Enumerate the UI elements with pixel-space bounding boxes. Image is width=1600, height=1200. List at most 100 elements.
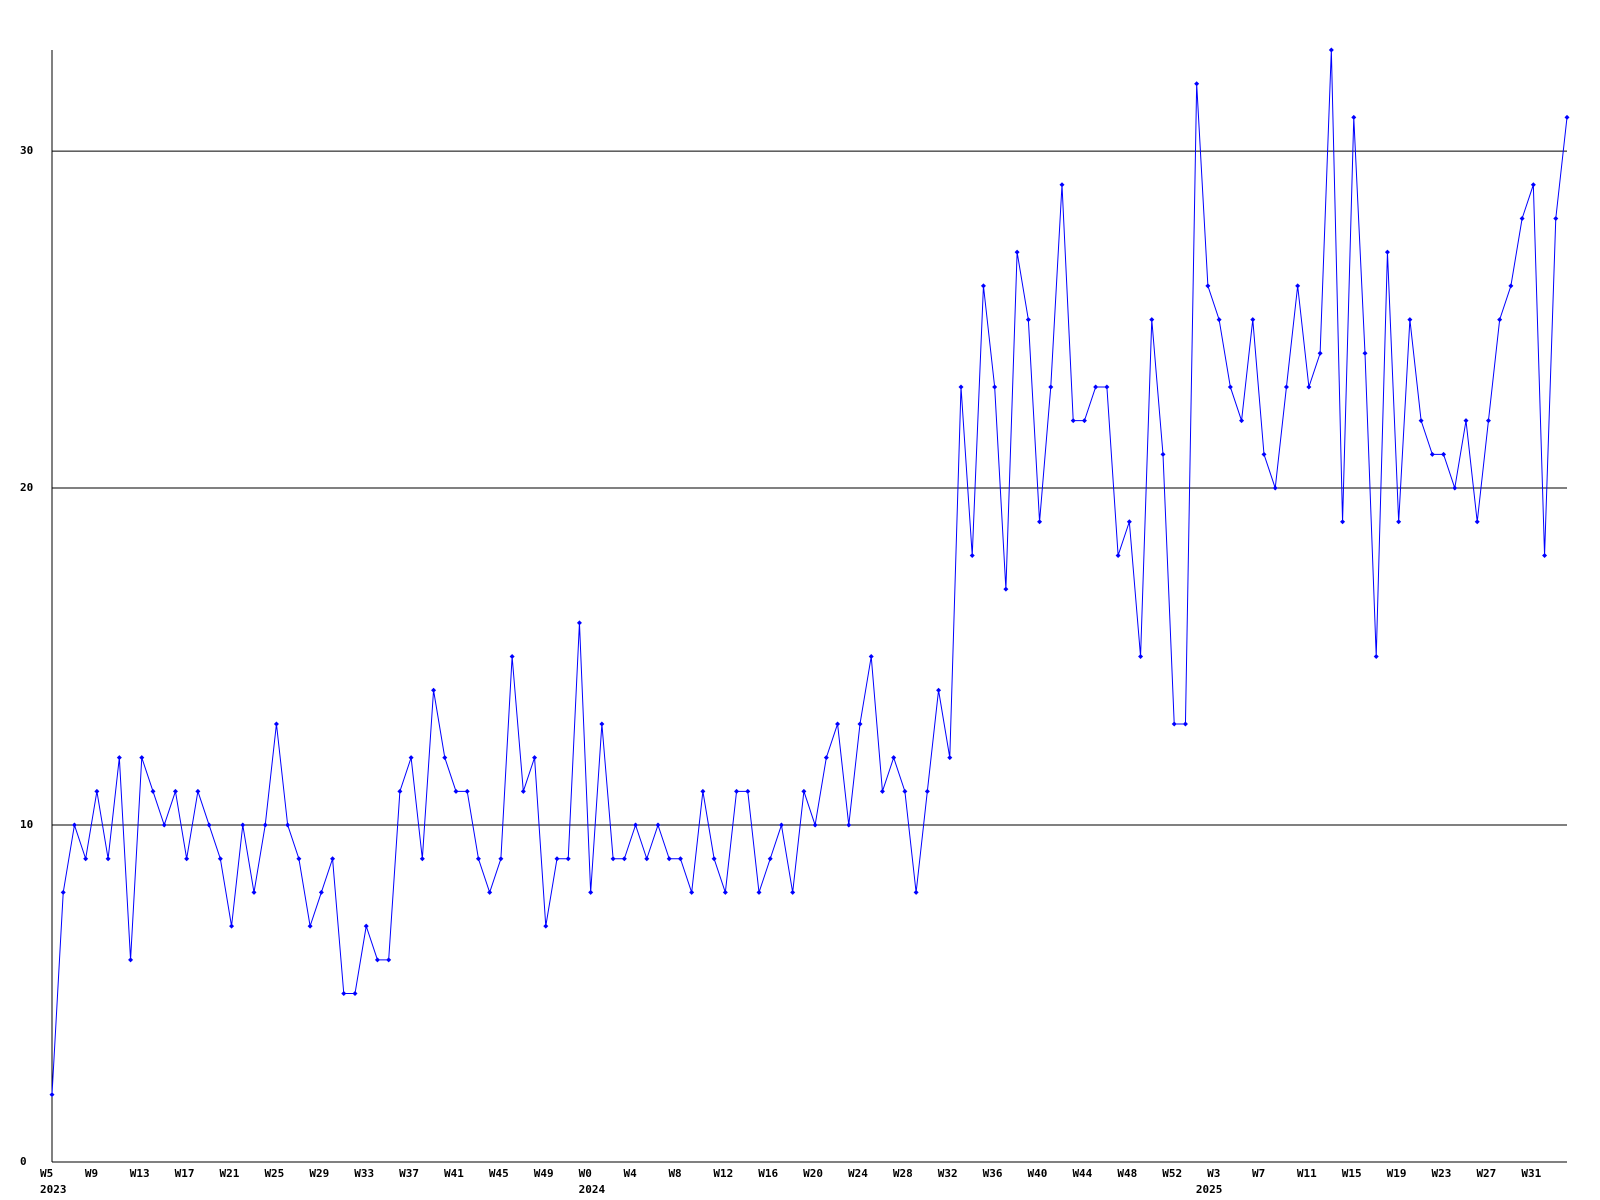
point bbox=[846, 822, 852, 828]
point bbox=[1014, 249, 1020, 255]
point bbox=[812, 822, 818, 828]
point bbox=[1373, 654, 1379, 660]
point bbox=[532, 755, 538, 761]
point bbox=[1429, 451, 1435, 457]
x-tick-label: W27 bbox=[1476, 1167, 1496, 1180]
y-tick-label: 30 bbox=[20, 144, 33, 157]
point bbox=[835, 721, 841, 727]
x-tick-label: W9 bbox=[85, 1167, 98, 1180]
point bbox=[1407, 317, 1413, 323]
x-tick-label: W15 bbox=[1342, 1167, 1362, 1180]
x-tick-label: W41 bbox=[444, 1167, 464, 1180]
x-tick-label: W23 bbox=[1432, 1167, 1452, 1180]
point bbox=[105, 856, 111, 862]
point bbox=[509, 654, 515, 660]
point bbox=[1048, 384, 1054, 390]
point bbox=[1059, 182, 1065, 188]
x-tick-label: W4 bbox=[624, 1167, 638, 1180]
point bbox=[1542, 552, 1548, 558]
x-tick-label: W29 bbox=[309, 1167, 329, 1180]
point bbox=[1474, 519, 1480, 525]
point bbox=[487, 889, 493, 895]
point bbox=[1328, 47, 1334, 53]
point bbox=[386, 957, 392, 963]
point bbox=[1216, 317, 1222, 323]
point bbox=[1250, 317, 1256, 323]
x-tick-label: W37 bbox=[399, 1167, 419, 1180]
point bbox=[947, 755, 953, 761]
point bbox=[1452, 485, 1458, 491]
x-tick-label: W48 bbox=[1117, 1167, 1137, 1180]
point bbox=[588, 889, 594, 895]
point bbox=[599, 721, 605, 727]
point bbox=[217, 856, 223, 862]
point bbox=[633, 822, 639, 828]
point bbox=[1081, 418, 1087, 424]
point bbox=[1553, 215, 1559, 221]
x-group-label: 2023 bbox=[40, 1183, 67, 1196]
point bbox=[397, 788, 403, 794]
point bbox=[891, 755, 897, 761]
point bbox=[1530, 182, 1536, 188]
point bbox=[1003, 586, 1009, 592]
point bbox=[172, 788, 178, 794]
point bbox=[94, 788, 100, 794]
point bbox=[374, 957, 380, 963]
point bbox=[711, 856, 717, 862]
point bbox=[924, 788, 930, 794]
point bbox=[475, 856, 481, 862]
point bbox=[1519, 215, 1525, 221]
x-tick-label: W21 bbox=[220, 1167, 240, 1180]
point bbox=[330, 856, 336, 862]
x-tick-label: W52 bbox=[1162, 1167, 1182, 1180]
point bbox=[1362, 350, 1368, 356]
point bbox=[341, 991, 347, 997]
point bbox=[83, 856, 89, 862]
point bbox=[666, 856, 672, 862]
point bbox=[857, 721, 863, 727]
point bbox=[610, 856, 616, 862]
point bbox=[700, 788, 706, 794]
point bbox=[206, 822, 212, 828]
point bbox=[778, 822, 784, 828]
point bbox=[1194, 81, 1200, 87]
point bbox=[419, 856, 425, 862]
point bbox=[520, 788, 526, 794]
point bbox=[229, 923, 235, 929]
point bbox=[969, 552, 975, 558]
line bbox=[51, 49, 1568, 1095]
point bbox=[767, 856, 773, 862]
point bbox=[1182, 721, 1188, 727]
point bbox=[1070, 418, 1076, 424]
x-tick-label: W16 bbox=[758, 1167, 778, 1180]
point bbox=[363, 923, 369, 929]
x-tick-label: W12 bbox=[713, 1167, 733, 1180]
x-tick-label: W20 bbox=[803, 1167, 823, 1180]
x-tick-label: W31 bbox=[1521, 1167, 1541, 1180]
point bbox=[195, 788, 201, 794]
point bbox=[318, 889, 324, 895]
point bbox=[128, 957, 134, 963]
point bbox=[1261, 451, 1267, 457]
point bbox=[442, 755, 448, 761]
point bbox=[1115, 552, 1121, 558]
point bbox=[1351, 114, 1357, 120]
point bbox=[262, 822, 268, 828]
point bbox=[1227, 384, 1233, 390]
point bbox=[1037, 519, 1043, 525]
point bbox=[689, 889, 695, 895]
point bbox=[621, 856, 627, 862]
point bbox=[1441, 451, 1447, 457]
point bbox=[1306, 384, 1312, 390]
point bbox=[1384, 249, 1390, 255]
point bbox=[116, 755, 122, 761]
x-group-label: 2025 bbox=[1196, 1183, 1223, 1196]
y-tick-label: 10 bbox=[20, 818, 33, 831]
y-tick-label: 0 bbox=[20, 1155, 27, 1168]
point bbox=[1138, 654, 1144, 660]
point bbox=[980, 283, 986, 289]
point bbox=[60, 889, 66, 895]
x-tick-label: W40 bbox=[1028, 1167, 1048, 1180]
point bbox=[150, 788, 156, 794]
point bbox=[139, 755, 145, 761]
